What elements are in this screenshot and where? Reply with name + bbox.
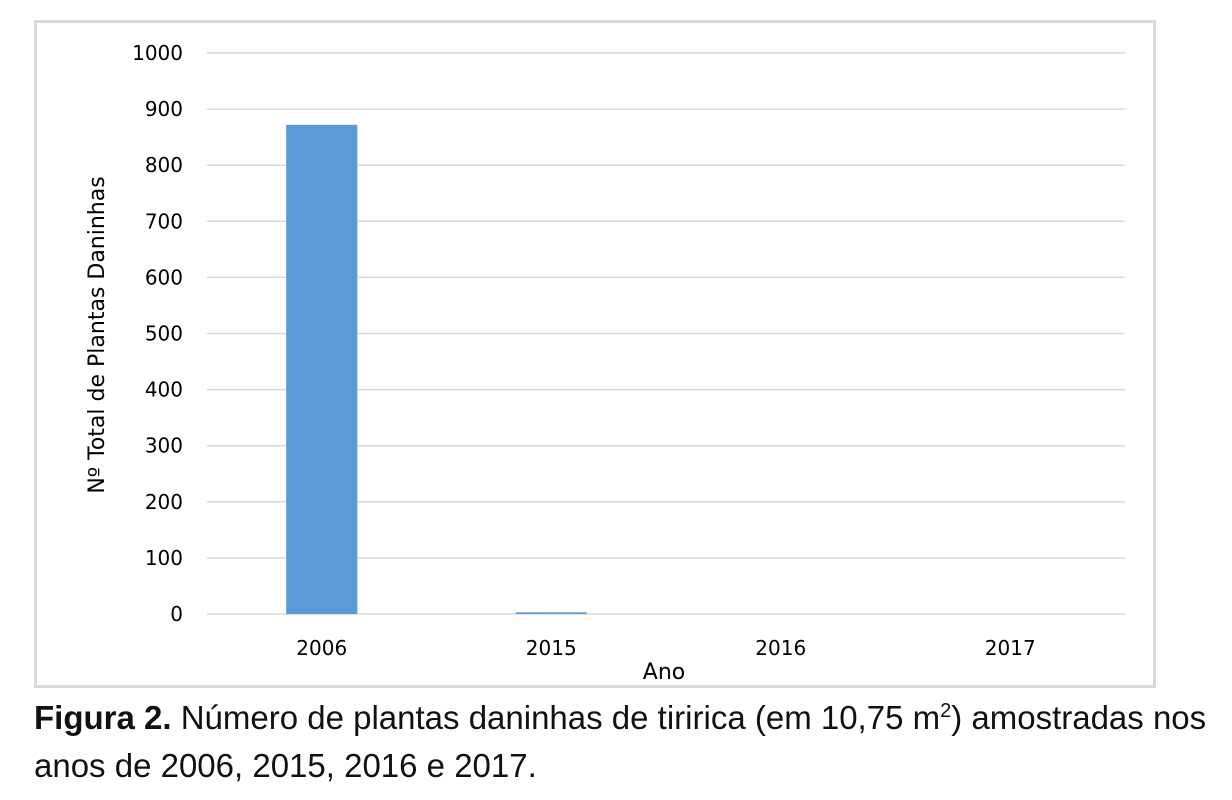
y-tick-label: 400 — [145, 378, 183, 402]
caption-text: Número de plantas daninhas de tiririca (… — [171, 699, 941, 736]
y-tick-label: 0 — [170, 602, 183, 626]
figure-caption: Figura 2. Número de plantas daninhas de … — [34, 694, 1224, 790]
bar-chart: 0 100 200 300 400 500 600 700 800 900 1000 2006 201… — [85, 41, 1125, 685]
x-tick-label: 2006 — [296, 636, 347, 660]
bars — [286, 124, 587, 615]
y-axis-title: Nº Total de Plantas Daninhas — [85, 176, 110, 493]
caption-superscript: 2 — [940, 700, 952, 722]
y-tick-label: 200 — [145, 490, 183, 514]
x-tick-label: 2015 — [526, 636, 577, 660]
y-tick-label: 800 — [145, 153, 183, 177]
caption-label: Figura 2. — [34, 699, 172, 736]
x-tick-label: 2016 — [755, 636, 806, 660]
y-tick-label: 600 — [145, 265, 183, 289]
bar-2015 — [515, 612, 587, 614]
x-tick-label: 2017 — [985, 636, 1036, 660]
x-tick-labels: 2006 2015 2016 2017 — [296, 636, 1035, 660]
y-tick-label: 900 — [145, 97, 183, 121]
y-tick-label: 500 — [145, 322, 183, 346]
gridlines — [207, 52, 1125, 615]
y-tick-labels: 0 100 200 300 400 500 600 700 800 900 1000 — [132, 41, 183, 626]
caption-text-end: ) amostradas nos anos de 2006, 2015, 201… — [34, 699, 1207, 784]
y-tick-label: 300 — [145, 434, 183, 458]
chart-frame: 0 100 200 300 400 500 600 700 800 900 1000 2006 201… — [34, 20, 1156, 688]
y-tick-label: 700 — [145, 209, 183, 233]
x-axis-title: Ano — [643, 660, 685, 685]
y-tick-label: 100 — [145, 546, 183, 570]
bar-2006 — [286, 124, 358, 615]
y-tick-label: 1000 — [132, 41, 183, 65]
